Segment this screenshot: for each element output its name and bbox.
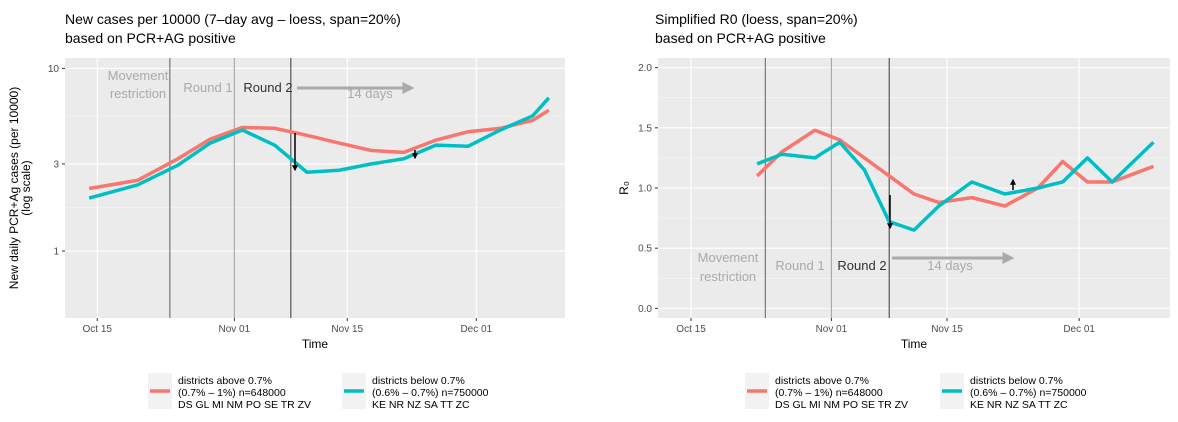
x-tick-label: Nov 01: [219, 324, 251, 335]
legend-label: (0.6% – 0.7%) n=750000: [970, 387, 1087, 399]
chart-title: Simplified R0 (loess, span=20%): [655, 11, 858, 27]
legend-label: KE NR NZ SA TT ZC: [372, 399, 470, 411]
y-tick-label: 3: [53, 159, 59, 170]
x-tick-label: Nov 01: [816, 324, 848, 335]
annotation: restriction: [110, 86, 166, 101]
chart-subtitle: based on PCR+AG positive: [655, 30, 826, 46]
legend-label: KE NR NZ SA TT ZC: [970, 399, 1068, 411]
legend-label: districts above 0.7%: [775, 375, 869, 387]
annotation: Round 2: [243, 80, 292, 95]
x-tick-label: Oct 15: [83, 324, 113, 335]
annotation: Round 1: [775, 258, 824, 273]
legend-label: districts above 0.7%: [178, 375, 272, 387]
y-tick-label: 0.5: [638, 244, 652, 255]
legend-label: (0.7% – 1%) n=648000: [775, 387, 883, 399]
legend-label: (0.7% – 1%) n=648000: [178, 387, 286, 399]
legend-label: districts below 0.7%: [372, 375, 465, 387]
legend-label: DS GL MI NM PO SE TR ZV: [775, 399, 908, 411]
series-line: [88, 108, 550, 191]
x-tick-label: Dec 01: [460, 324, 492, 335]
annotation: Movement: [698, 250, 759, 265]
x-tick-label: Dec 01: [1063, 324, 1095, 335]
legend-label: DS GL MI NM PO SE TR ZV: [178, 399, 311, 411]
series-line: [756, 140, 1155, 232]
chart-title: New cases per 10000 (7–day avg – loess, …: [65, 11, 401, 27]
y-axis-title: (log scale): [19, 160, 33, 215]
series-line: [88, 96, 551, 200]
y-tick-label: 10: [48, 64, 60, 75]
series-line: [755, 128, 1155, 208]
y-axis-title: R₀: [617, 181, 631, 195]
annotation: Round 1: [183, 80, 232, 95]
x-axis-title: Time: [302, 337, 329, 351]
y-tick-label: 1.0: [638, 184, 652, 195]
annotation: Round 2: [837, 258, 886, 273]
y-tick-label: 2.0: [638, 63, 652, 74]
legend-label: districts below 0.7%: [970, 375, 1063, 387]
annotation: 14 days: [927, 258, 973, 273]
x-tick-label: Nov 15: [331, 324, 363, 335]
annotation: 14 days: [347, 86, 393, 101]
y-tick-label: 1: [53, 247, 59, 258]
y-axis-title: New daily PCR+Ag cases (per 10000): [7, 87, 21, 289]
x-tick-label: Oct 15: [676, 324, 706, 335]
annotation: Movement: [108, 68, 169, 83]
chart-subtitle: based on PCR+AG positive: [65, 30, 236, 46]
y-tick-label: 0.0: [638, 304, 652, 315]
x-axis-title: Time: [901, 337, 928, 351]
legend-label: (0.6% – 0.7%) n=750000: [372, 387, 489, 399]
x-tick-label: Nov 15: [931, 324, 963, 335]
annotation: restriction: [700, 269, 756, 284]
plot-background: [65, 58, 565, 318]
y-tick-label: 1.5: [638, 123, 652, 134]
